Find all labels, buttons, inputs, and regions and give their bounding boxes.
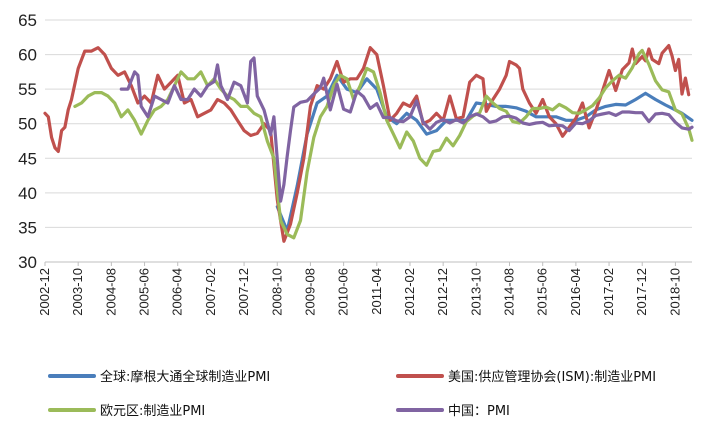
- x-axis: 2002-12 2003-10 2004-08 2005-06 2006-04 2007-…: [37, 261, 692, 316]
- x-tick-label: 2008-10: [269, 268, 284, 316]
- x-tick-label: 2007-02: [203, 268, 218, 316]
- legend: 全球:摩根大通全球制造业PMI 美国:供应管理协会(ISM):制造业PMI 欧元区:…: [48, 369, 656, 419]
- x-tick-label: 2009-08: [302, 268, 317, 316]
- x-tick-label: 2017-02: [601, 268, 616, 316]
- y-tick-label: 55: [18, 80, 37, 99]
- y-tick-label: 30: [18, 253, 37, 272]
- x-tick-label: 2012-12: [435, 268, 450, 316]
- x-tick-label: 2005-06: [137, 268, 152, 316]
- y-tick-label: 40: [18, 184, 37, 203]
- x-tick-label: 2004-08: [103, 268, 118, 316]
- x-tick-label: 2006-04: [170, 268, 185, 316]
- x-tick-label: 2016-04: [568, 268, 583, 316]
- x-tick-label: 2017-12: [634, 268, 649, 316]
- x-tick-label: 2011-04: [369, 268, 384, 315]
- legend-label-2: 欧元区:制造业PMI: [100, 404, 205, 419]
- gridlines: [45, 19, 692, 263]
- x-tick-label: 2010-06: [336, 268, 351, 316]
- y-tick-label: 45: [18, 149, 37, 168]
- y-tick-label: 60: [18, 46, 37, 65]
- y-tick-label: 50: [18, 115, 37, 134]
- x-tick-label: 2002-12: [37, 268, 52, 316]
- x-tick-label: 2007-12: [236, 268, 251, 316]
- x-tick-label: 2003-10: [70, 268, 85, 316]
- x-tick-label: 2014-08: [502, 268, 517, 316]
- y-tick-label: 35: [18, 218, 37, 237]
- series-line-2: [73, 48, 694, 240]
- x-tick-label: 2018-10: [667, 268, 682, 316]
- x-tick-label: 2013-10: [468, 268, 483, 316]
- y-tick-label: 65: [18, 11, 37, 30]
- series-line-3: [119, 56, 694, 203]
- x-tick-label: 2015-06: [535, 268, 550, 316]
- series-lines: [43, 44, 694, 243]
- legend-label-1: 美国:供应管理协会(ISM):制造业PMI: [448, 369, 656, 385]
- y-axis: 30 35 40 45 50 55 60 65: [18, 11, 37, 272]
- legend-label-3: 中国：PMI: [448, 404, 510, 419]
- series-line-1: [43, 44, 691, 243]
- x-tick-label: 2012-02: [402, 268, 417, 316]
- legend-label-0: 全球:摩根大通全球制造业PMI: [100, 369, 270, 385]
